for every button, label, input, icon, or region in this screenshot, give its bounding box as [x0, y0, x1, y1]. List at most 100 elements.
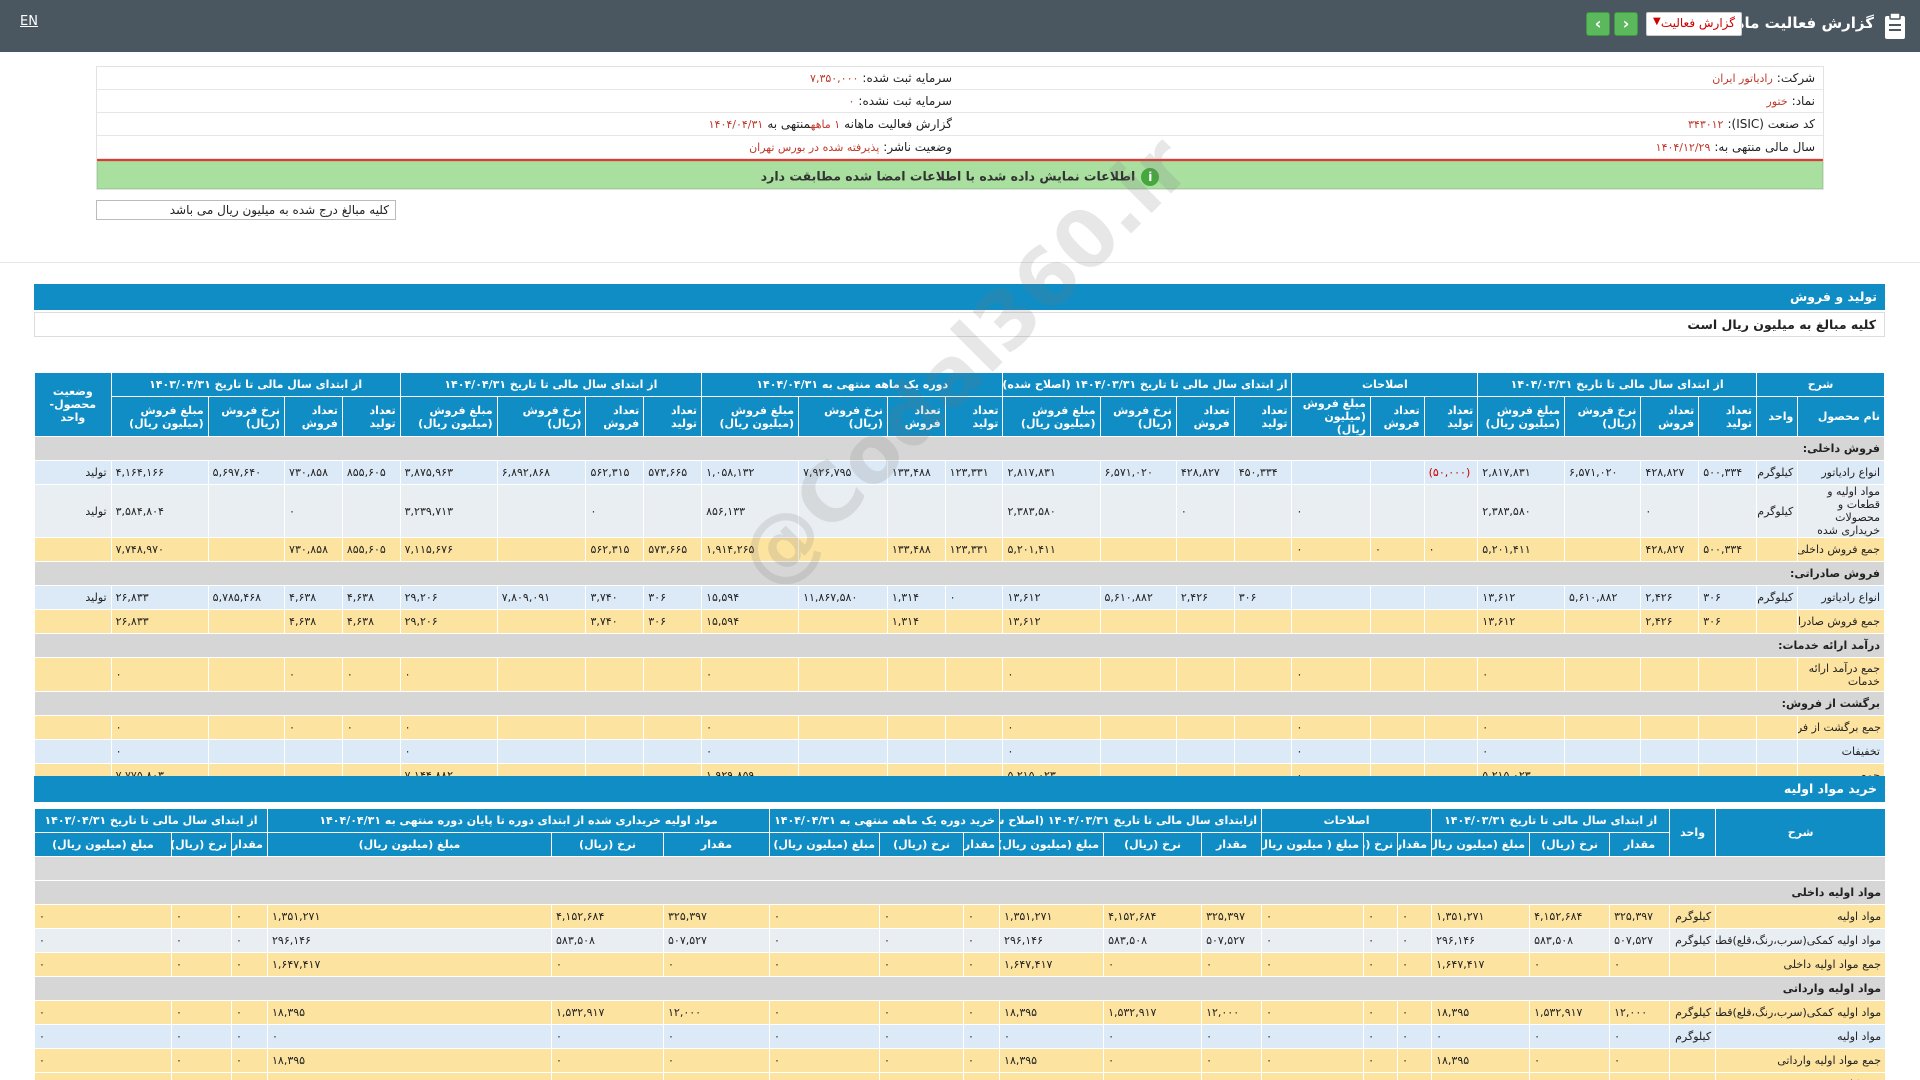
table-cell [643, 715, 703, 740]
table-cell [643, 484, 703, 538]
row-label: مواد اولیه [1715, 904, 1887, 929]
col-product-status: وضعیت محصول-واحد [34, 372, 112, 437]
column-header: تعداد تولید [1698, 396, 1758, 437]
table-cell: ۰ [1363, 1048, 1399, 1073]
table-cell [207, 484, 286, 538]
table-cell: ۶,۵۷۱,۰۲۰ [1099, 460, 1177, 485]
table-cell [496, 715, 587, 740]
table-cell: ۱,۳۱۴ [886, 585, 946, 610]
table-cell: ۰ [663, 1072, 771, 1080]
table-cell: ۰ [769, 1024, 881, 1049]
table-cell: ۵۰۰,۳۳۴ [1698, 460, 1758, 485]
table-cell: ۰ [284, 715, 343, 740]
table-cell: ۲۹,۲۰۶ [399, 609, 498, 634]
table-cell: ۳,۷۴۰ [585, 609, 645, 634]
table-cell: ۲,۸۱۷,۸۳۱ [1477, 460, 1566, 485]
table-cell: ۷۳۰,۸۵۸ [284, 460, 343, 485]
table-cell: ۰ [701, 715, 800, 740]
table-cell [34, 609, 112, 634]
row-label: مواد اولیه کمکی(سرب،رنگ،قلع)قطعات [1715, 1000, 1887, 1025]
table-cell [643, 739, 703, 764]
table-cell [1564, 537, 1642, 562]
table-cell: ۰ [963, 1024, 1001, 1049]
table-cell: کیلوگرم [1756, 460, 1799, 485]
table-cell [1233, 715, 1293, 740]
table-cell: ۰ [1363, 952, 1399, 977]
table-cell [585, 739, 645, 764]
table-cell: ۴۵۰,۳۳۴ [1233, 460, 1293, 485]
table-cell: ۰ [1103, 1048, 1203, 1073]
table-cell: ۱,۶۶۵,۸۱۲ [1431, 1072, 1531, 1080]
report-type-select[interactable]: گزارش فعالیت ▼ [1646, 12, 1742, 36]
section-row: مواد اولیه داخلی [33, 880, 1887, 905]
table-cell: ۰ [879, 1048, 965, 1073]
table-cell: ۵۰۷,۵۲۷ [1609, 928, 1671, 953]
table-cell: ۳۲۵,۳۹۷ [1609, 904, 1671, 929]
column-header: واحد [1756, 396, 1799, 437]
next-report-button[interactable]: › [1614, 12, 1638, 36]
table-cell: کیلوگرم [1756, 484, 1799, 538]
column-header: تعداد فروش [1640, 396, 1700, 437]
publisher-status-field: وضعیت ناشر:پذیرفته شده در بورس تهران [749, 140, 952, 154]
col-group-ytd-0331-adjusted: ازابتدای سال مالی تا تاریخ ۱۴۰۴/۰۳/۳۱ (ا… [999, 808, 1263, 833]
table-cell: ۰ [1261, 1000, 1365, 1025]
section-label: فروش داخلی: [34, 436, 1885, 461]
table-cell: ۴,۱۵۲,۶۸۴ [1529, 904, 1611, 929]
production-unit-note: کلیه مبالغ به میلیون ریال است [34, 312, 1885, 337]
table-cell: ۰ [341, 715, 401, 740]
table-cell: ۵,۲۰۱,۴۱۱ [1002, 537, 1101, 562]
report-period-field: گزارش فعالیت ماهانه۱ ماههمنتهی به۱۴۰۴/۰۴… [708, 117, 952, 131]
row-label: مواد اولیه و قطعات و محصولات خریداری شده [1797, 484, 1885, 538]
language-switch-link[interactable]: EN [20, 14, 38, 29]
table-cell: تولید [34, 460, 112, 485]
table-cell: ۸۵۵,۶۰۵ [341, 460, 401, 485]
table-cell: ۳,۲۳۹,۷۱۳ [399, 484, 498, 538]
table-cell: ۰ [1529, 1024, 1611, 1049]
table-cell: ۰ [1002, 657, 1101, 692]
table-cell: ۱۳,۶۱۲ [1477, 585, 1566, 610]
section-label: برگشت از فروش: [34, 691, 1885, 716]
table-cell [1423, 715, 1479, 740]
column-header: مقدار [231, 832, 268, 857]
column-header: تعداد فروش [886, 396, 946, 437]
table-cell: ۰ [663, 1024, 771, 1049]
table-cell: ۰ [1363, 904, 1399, 929]
table-cell: ۰ [1261, 1024, 1365, 1049]
table-cell [1640, 715, 1700, 740]
table-cell: ۰ [171, 928, 232, 953]
table-cell: ۰ [879, 1072, 965, 1080]
table-cell: ۰ [171, 1000, 232, 1025]
column-header: نرخ (ریال) [551, 832, 665, 857]
table-cell [944, 609, 1004, 634]
company-field: شرکت:رادیاتور ایران [1712, 71, 1815, 85]
col-description: شرح [1715, 808, 1887, 857]
top-bar: EN گزارش فعالیت ماهانه گزارش فعالیت ▼ ‹ … [0, 0, 1920, 52]
table-cell [496, 739, 587, 764]
table-cell [1099, 739, 1177, 764]
table-cell: ۰ [34, 1072, 172, 1080]
table-cell: ۰ [34, 1024, 172, 1049]
col-group-adjustments: اصلاحات [1261, 808, 1433, 833]
table-cell: ۱,۳۵۱,۲۷۱ [999, 904, 1105, 929]
table-cell: ۸۵۶,۱۳۳ [701, 484, 800, 538]
previous-report-button[interactable]: ‹ [1586, 12, 1610, 36]
col-group-ytd-0431: از ابتدای سال مالی تا تاریخ ۱۴۰۴/۰۴/۳۱ [399, 372, 703, 397]
table-cell: ۰ [1261, 928, 1365, 953]
column-header: نرخ فروش (ریال) [496, 396, 587, 437]
table-cell: ۱۳,۶۱۲ [1002, 585, 1101, 610]
table-cell: ۰ [1291, 537, 1371, 562]
column-header: تعداد تولید [643, 396, 703, 437]
table-cell: ۳۲۵,۳۹۷ [1201, 904, 1263, 929]
column-header: نرخ (ریال) [171, 832, 232, 857]
table-cell: ۰ [551, 1024, 665, 1049]
table-cell [1175, 715, 1235, 740]
isic-field: کد صنعت (ISIC):۳۴۳۰۱۲ [1688, 117, 1815, 131]
column-header: مبلغ (میلیون ریال) [1431, 832, 1531, 857]
table-cell: ۰ [1363, 1024, 1399, 1049]
table-cell: ۰ [1397, 1048, 1433, 1073]
table-cell: ۱۳۳,۴۸۸ [886, 460, 946, 485]
table-cell: ۵۶۲,۳۱۵ [585, 460, 645, 485]
table-cell: ۰ [1261, 1048, 1365, 1073]
table-cell: ۰ [1175, 484, 1235, 538]
table-cell: کیلوگرم [1756, 585, 1799, 610]
